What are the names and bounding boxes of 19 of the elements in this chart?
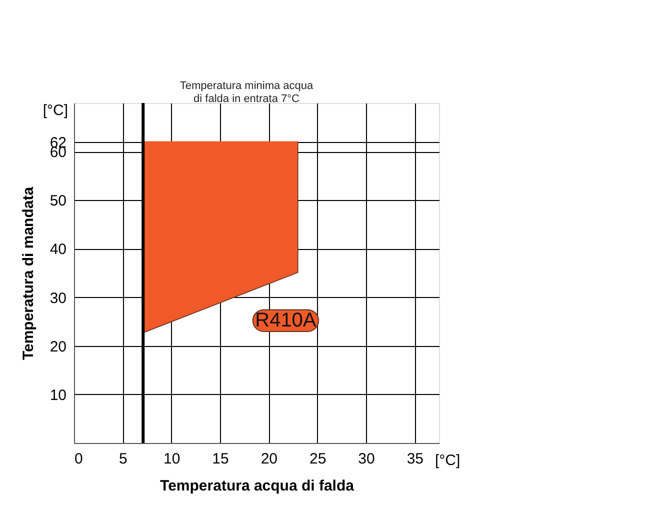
x-tick-label: 15 (212, 450, 229, 468)
annotation: R410A (255, 310, 317, 332)
x-tick-label: 5 (118, 450, 128, 468)
y-tick-label: 20 (50, 338, 66, 356)
ref-line-label: Temperatura minima acqua di falda in entrata 7°C (180, 80, 314, 105)
y-tick-label: 30 (50, 290, 66, 307)
y-tick-label: 10 (50, 386, 66, 404)
x-axis-title: Temperatura acqua di falda (160, 478, 355, 494)
x-tick-label: 10 (163, 450, 180, 468)
x-tick-label: 30 (358, 450, 375, 468)
y-tick-label: 50 (50, 192, 66, 210)
x-tick-label: 35 (406, 450, 424, 468)
text: [°C] (42, 102, 68, 119)
y-tick-label: 40 (50, 241, 66, 258)
x-tick-label: 0 (74, 450, 83, 468)
x-tick-label: 25 (309, 450, 326, 468)
x-tick-label: 20 (260, 450, 278, 468)
text: [°C] (435, 452, 460, 469)
y-axis-title: Temperatura di mandata (20, 186, 37, 360)
